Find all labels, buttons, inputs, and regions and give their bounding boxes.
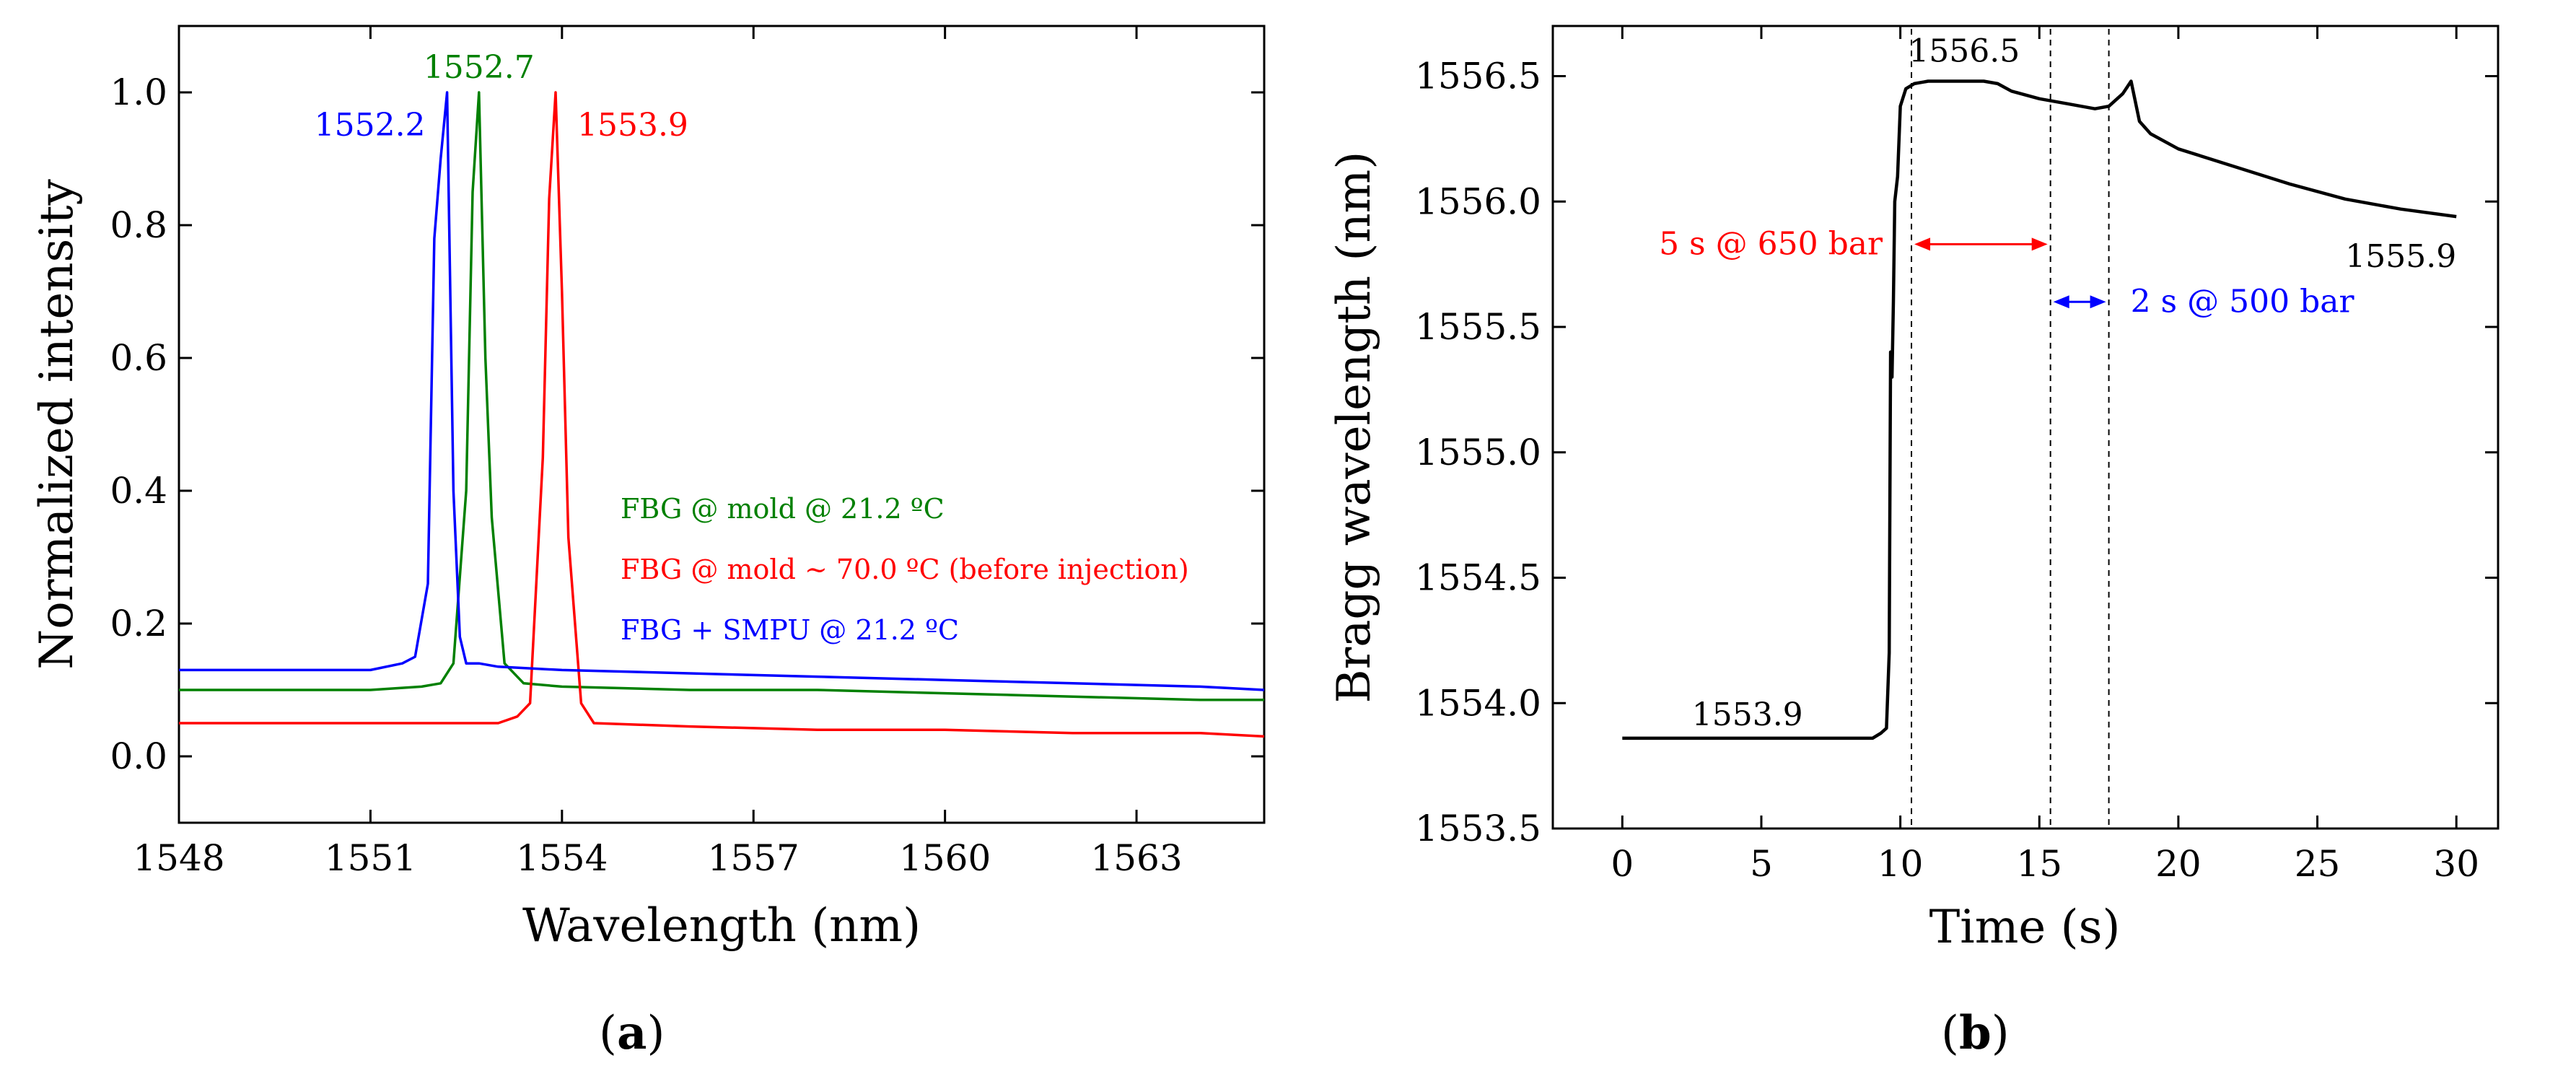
chart-b-hold1-arrow-head-left xyxy=(1914,237,1931,251)
chart-b-y-tick-label: 1553.5 xyxy=(1415,808,1541,849)
chart-a-peak-labels: 1552.7 1553.9 1552.2 xyxy=(315,49,688,144)
chart-b-y-tick-label: 1556.0 xyxy=(1415,180,1541,222)
chart-a-legend-entry: FBG @ mold @ 21.2 ºC xyxy=(621,493,945,525)
chart-a-x-axis-title: Wavelength (nm) xyxy=(522,899,921,953)
chart-b-hold2-arrow-head-right xyxy=(2090,295,2106,309)
chart-b-plot-frame xyxy=(1551,25,2500,830)
chart-a-y-tick-label: 0.8 xyxy=(110,204,167,246)
chart-b-x-tick-label: 20 xyxy=(2155,843,2202,885)
chart-b-hold2-label: 2 s @ 500 bar xyxy=(2131,283,2355,320)
chart-b-x-tick-label: 5 xyxy=(1750,843,1773,885)
panel-b: 0 5 10 15 20 25 30 1553.5 1554.0 1554.5 1555.0 1555… xyxy=(1328,25,2500,1060)
chart-b-x-tick-label: 10 xyxy=(1878,843,1924,885)
chart-a-y-tick-label: 0.6 xyxy=(110,337,167,379)
chart-b-peak-value-label: 1556.5 xyxy=(1909,33,2020,70)
chart-a-x-tick-label: 1554 xyxy=(516,837,608,879)
chart-a-caption: (a) xyxy=(599,1006,665,1060)
chart-b-series-line xyxy=(1622,79,2457,740)
chart-a-ticks: 1548 1551 1554 1557 1560 1563 0.0 0.2 0.4 0.6 0.8 1… xyxy=(110,26,1264,879)
chart-b-ticks: 0 5 10 15 20 25 30 1553.5 1554.0 1554.5 1555.0 1555… xyxy=(1415,26,2498,885)
chart-b-x-axis-title: Time (s) xyxy=(1929,901,2121,954)
caption-close-paren: ) xyxy=(1992,1007,2010,1060)
chart-a-series-line xyxy=(179,91,1264,701)
caption-open-paren: ( xyxy=(599,1007,617,1060)
chart-b-y-tick-label: 1554.0 xyxy=(1415,682,1541,724)
chart-a-y-axis-title: Normalized intensity xyxy=(30,179,84,670)
chart-b-x-tick-label: 25 xyxy=(2295,843,2341,885)
chart-b-hold2-arrow-head-left xyxy=(2053,295,2069,309)
chart-b-x-tick-label: 0 xyxy=(1611,843,1634,885)
chart-a-y-tick-label: 0.0 xyxy=(110,735,167,777)
chart-a-series-line xyxy=(179,91,1265,738)
chart-a-x-tick-label: 1551 xyxy=(325,837,416,879)
chart-a-plot-frame xyxy=(178,25,1266,824)
chart-b-y-tick-label: 1556.5 xyxy=(1415,56,1541,97)
chart-b-x-tick-label: 30 xyxy=(2433,843,2479,885)
chart-b-end-value-label: 1555.9 xyxy=(2345,238,2456,275)
chart-a-x-tick-label: 1563 xyxy=(1090,837,1182,879)
chart-a-legend-entry: FBG + SMPU @ 21.2 ºC xyxy=(621,614,959,646)
chart-a-y-tick-label: 0.4 xyxy=(110,470,167,512)
caption-open-paren: ( xyxy=(1941,1007,1959,1060)
chart-b-x-tick-label: 15 xyxy=(2016,843,2062,885)
chart-b-y-tick-label: 1554.5 xyxy=(1415,557,1541,599)
panel-a: 1548 1551 1554 1557 1560 1563 0.0 0.2 0.4 0.6 0.8 1… xyxy=(30,25,1266,1060)
chart-b-annotations: 1553.9 1556.5 1555.9 5 s @ 650 bar 2 s @ 500… xyxy=(1659,33,2456,733)
caption-letter: b xyxy=(1959,1006,1992,1060)
chart-a-legend: FBG @ mold @ 21.2 ºC FBG @ mold ~ 70.0 ºC… xyxy=(621,493,1189,646)
caption-close-paren: ) xyxy=(647,1007,665,1060)
chart-a-peak-label: 1553.9 xyxy=(577,107,688,144)
chart-b-series-group xyxy=(1622,79,2457,740)
chart-a-y-tick-label: 1.0 xyxy=(110,71,167,113)
chart-a-peak-label: 1552.7 xyxy=(424,49,535,86)
chart-b-y-tick-label: 1555.5 xyxy=(1415,306,1541,348)
chart-b-hold1-arrow-head-right xyxy=(2031,237,2048,251)
chart-a-x-tick-label: 1548 xyxy=(133,837,224,879)
chart-a-series-line xyxy=(179,91,1265,691)
chart-b-vertical-lines xyxy=(1911,29,2110,826)
chart-b-y-axis-title: Bragg wavelength (nm) xyxy=(1328,152,1381,704)
chart-a-x-tick-label: 1557 xyxy=(708,837,799,879)
caption-letter: a xyxy=(617,1006,647,1060)
chart-a-peak-label: 1552.2 xyxy=(315,107,426,144)
chart-a-x-tick-label: 1560 xyxy=(899,837,991,879)
chart-b-start-value-label: 1553.9 xyxy=(1692,696,1803,733)
chart-a-legend-entry: FBG @ mold ~ 70.0 ºC (before injection) xyxy=(621,554,1189,585)
chart-b-caption: (b) xyxy=(1941,1006,2010,1060)
chart-a-series-group xyxy=(179,91,1265,738)
chart-b-hold1-label: 5 s @ 650 bar xyxy=(1659,225,1883,262)
chart-b-y-tick-label: 1555.0 xyxy=(1415,432,1541,473)
chart-a-y-tick-label: 0.2 xyxy=(110,603,167,644)
